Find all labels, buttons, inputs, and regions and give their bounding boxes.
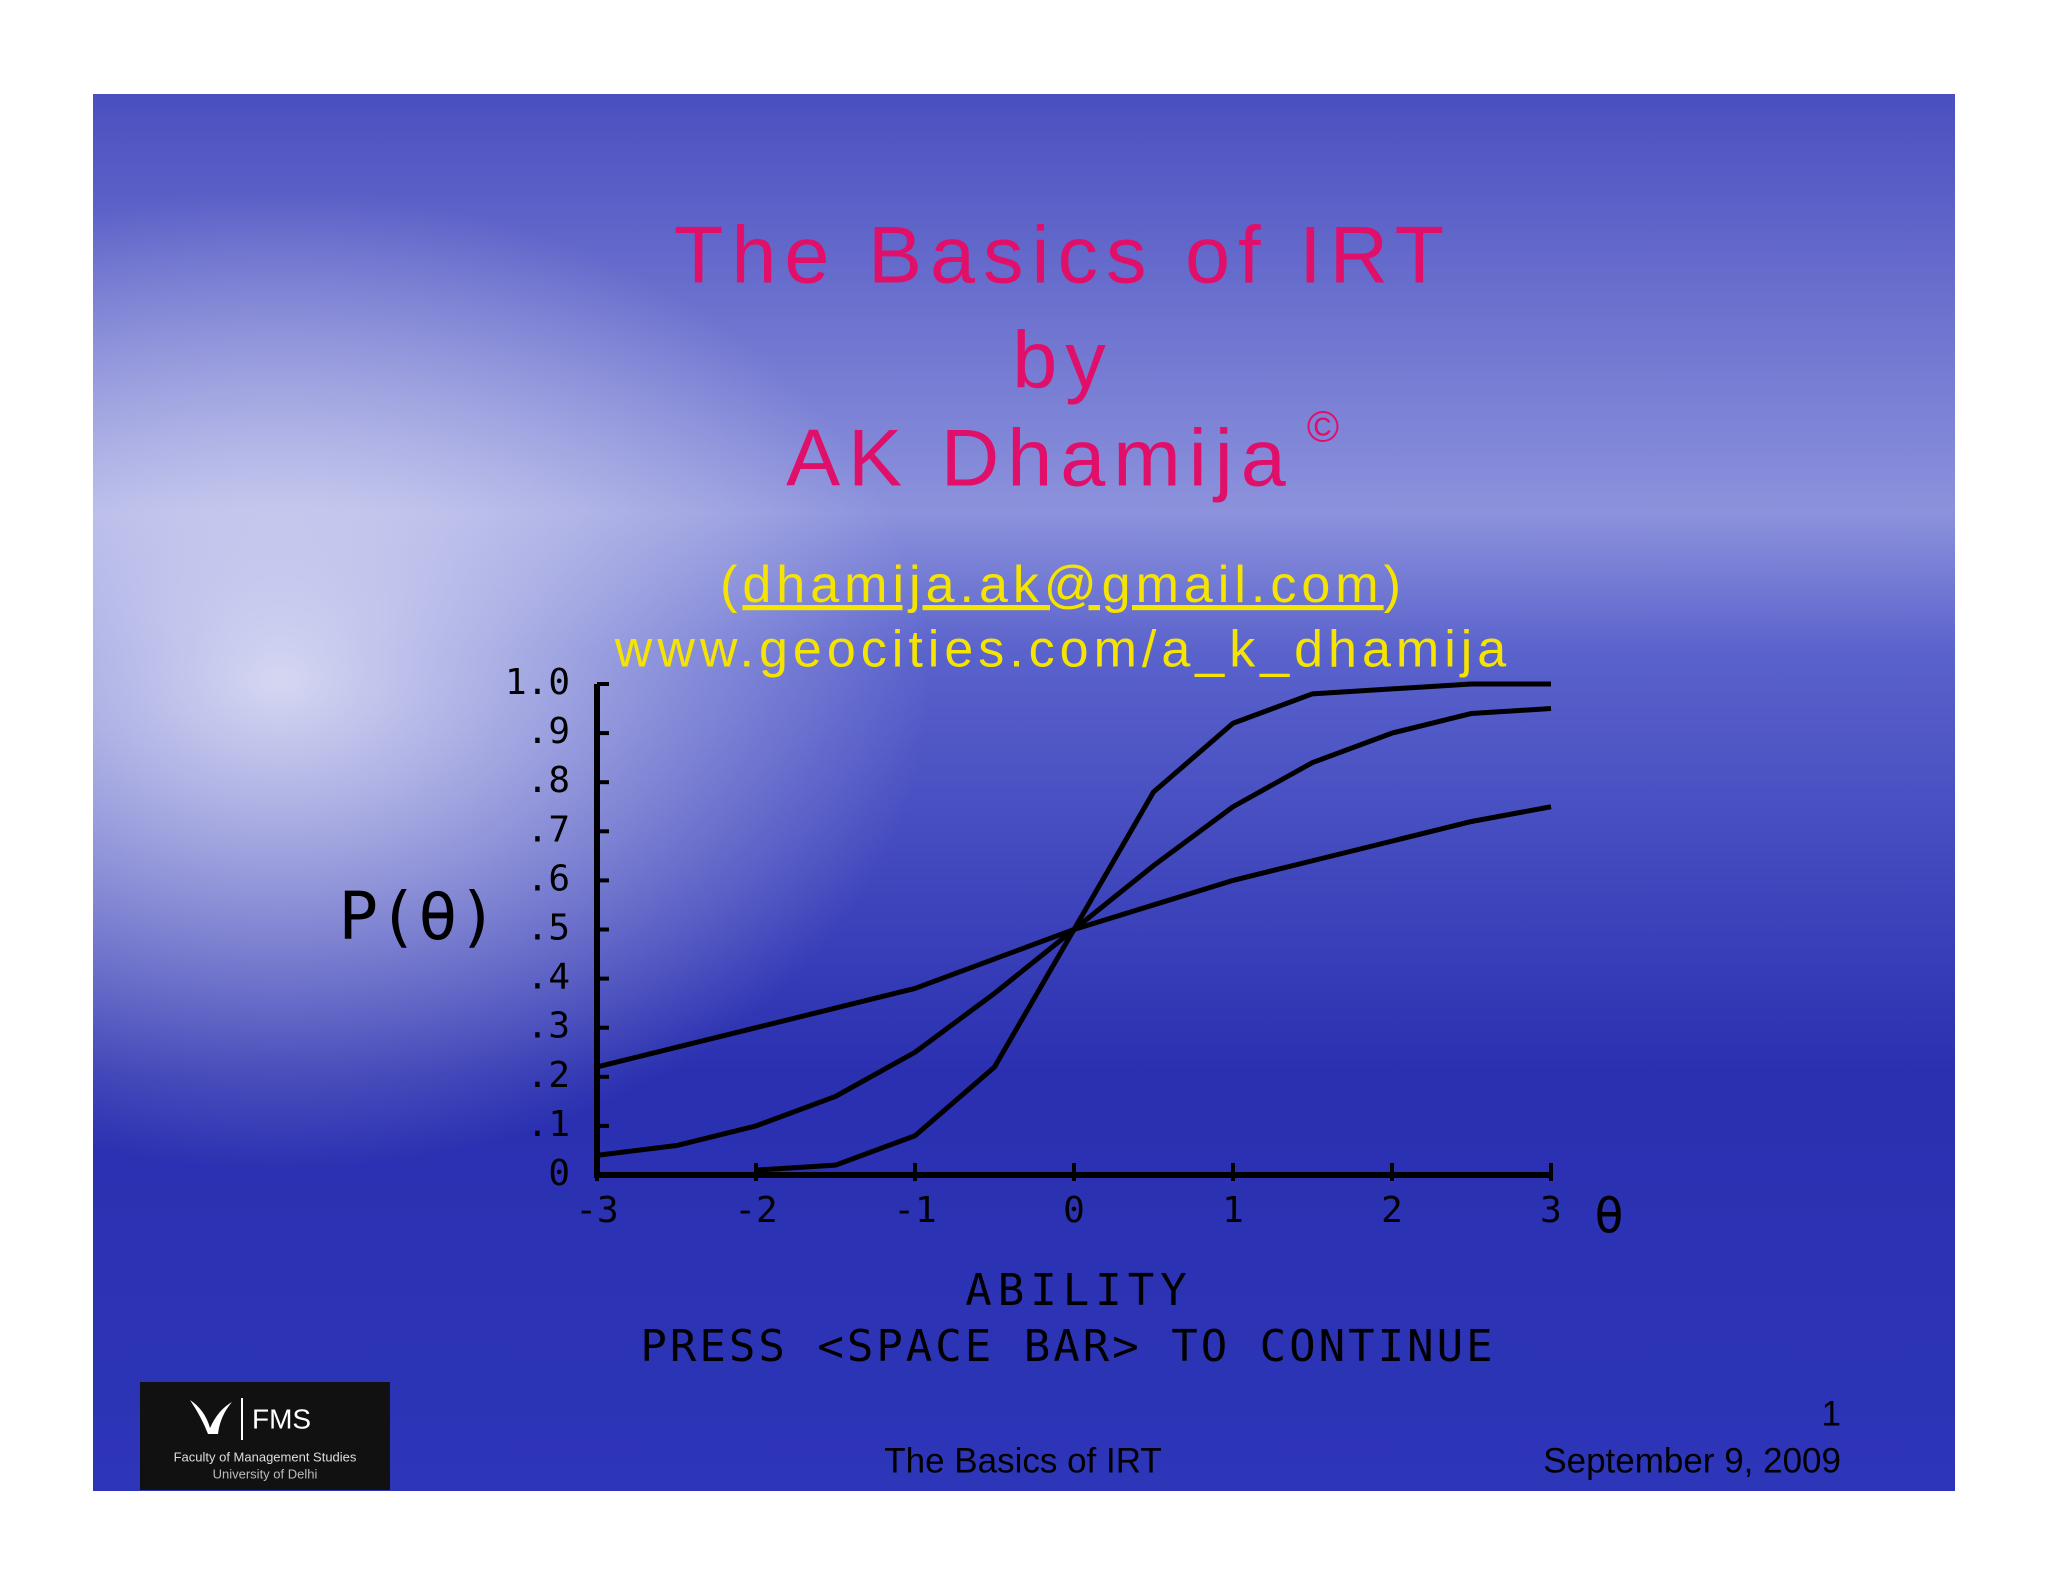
copyright: © [1307,403,1339,452]
contact: (dhamija.ak@gmail.com) www.geocities.com… [614,556,1511,679]
x-symbol: θ [1594,1187,1624,1245]
logo-university: University of Delhi [213,1466,318,1481]
y-tick-label: .7 [527,809,570,850]
logo: FMS Faculty of Management Studies Univer… [140,1382,390,1490]
note: PRESS <SPACE BAR> TO CONTINUE [640,1321,1495,1372]
title-line: by [1012,315,1114,405]
chart: P(θ) θ ABILITY PRESS <SPACE BAR> TO CONT… [339,662,1625,1372]
x-tick-label: -1 [893,1190,936,1231]
curve [596,804,1552,1070]
y-tick-label: .9 [527,711,570,752]
email-line: (dhamija.ak@gmail.com) [720,556,1406,614]
y-tick-label: .8 [527,760,570,801]
y-tick-label: .6 [527,858,570,899]
y-tick-label: .4 [527,957,570,998]
footer: 1 The Basics of IRT September 9, 2009 [884,1394,1841,1480]
y-tick-label: .1 [527,1104,570,1145]
logo-box [140,1382,390,1490]
paren: ( [720,556,742,614]
y-axis-label: P(θ) [339,878,498,955]
y-tick-label: .2 [527,1055,570,1096]
x-tick-label: 1 [1222,1190,1244,1231]
footer-title: The Basics of IRT [884,1441,1162,1480]
footer-date: September 9, 2009 [1543,1441,1841,1480]
x-tick-label: -3 [575,1190,618,1231]
logo-name: Faculty of Management Studies [174,1449,357,1464]
x-tick-label: 3 [1540,1190,1562,1231]
title-line: The Basics of IRT [674,210,1452,300]
email-link[interactable]: dhamija.ak@gmail.com [742,556,1383,614]
curve [755,681,1551,1173]
y-tick-label: 0 [548,1153,570,1194]
x-tick-label: 2 [1381,1190,1403,1231]
x-tick-label: 0 [1063,1190,1085,1231]
x-axis-label: ABILITY [965,1265,1192,1316]
logo-short: FMS [252,1403,311,1434]
y-tick-label: 1.0 [505,662,570,703]
light-glow [93,94,1955,1491]
paren: ) [1384,556,1406,614]
url: www.geocities.com/a_k_dhamija [614,621,1511,679]
title-line: AK Dhamija [786,413,1294,503]
page-number: 1 [1822,1394,1841,1433]
logo-emblem [190,1400,232,1434]
x-tick-label: -2 [734,1190,777,1231]
y-tick-label: .5 [527,908,570,949]
y-tick-label: .3 [527,1006,570,1047]
title-block: The Basics of IRT by AK Dhamija © [674,210,1452,503]
